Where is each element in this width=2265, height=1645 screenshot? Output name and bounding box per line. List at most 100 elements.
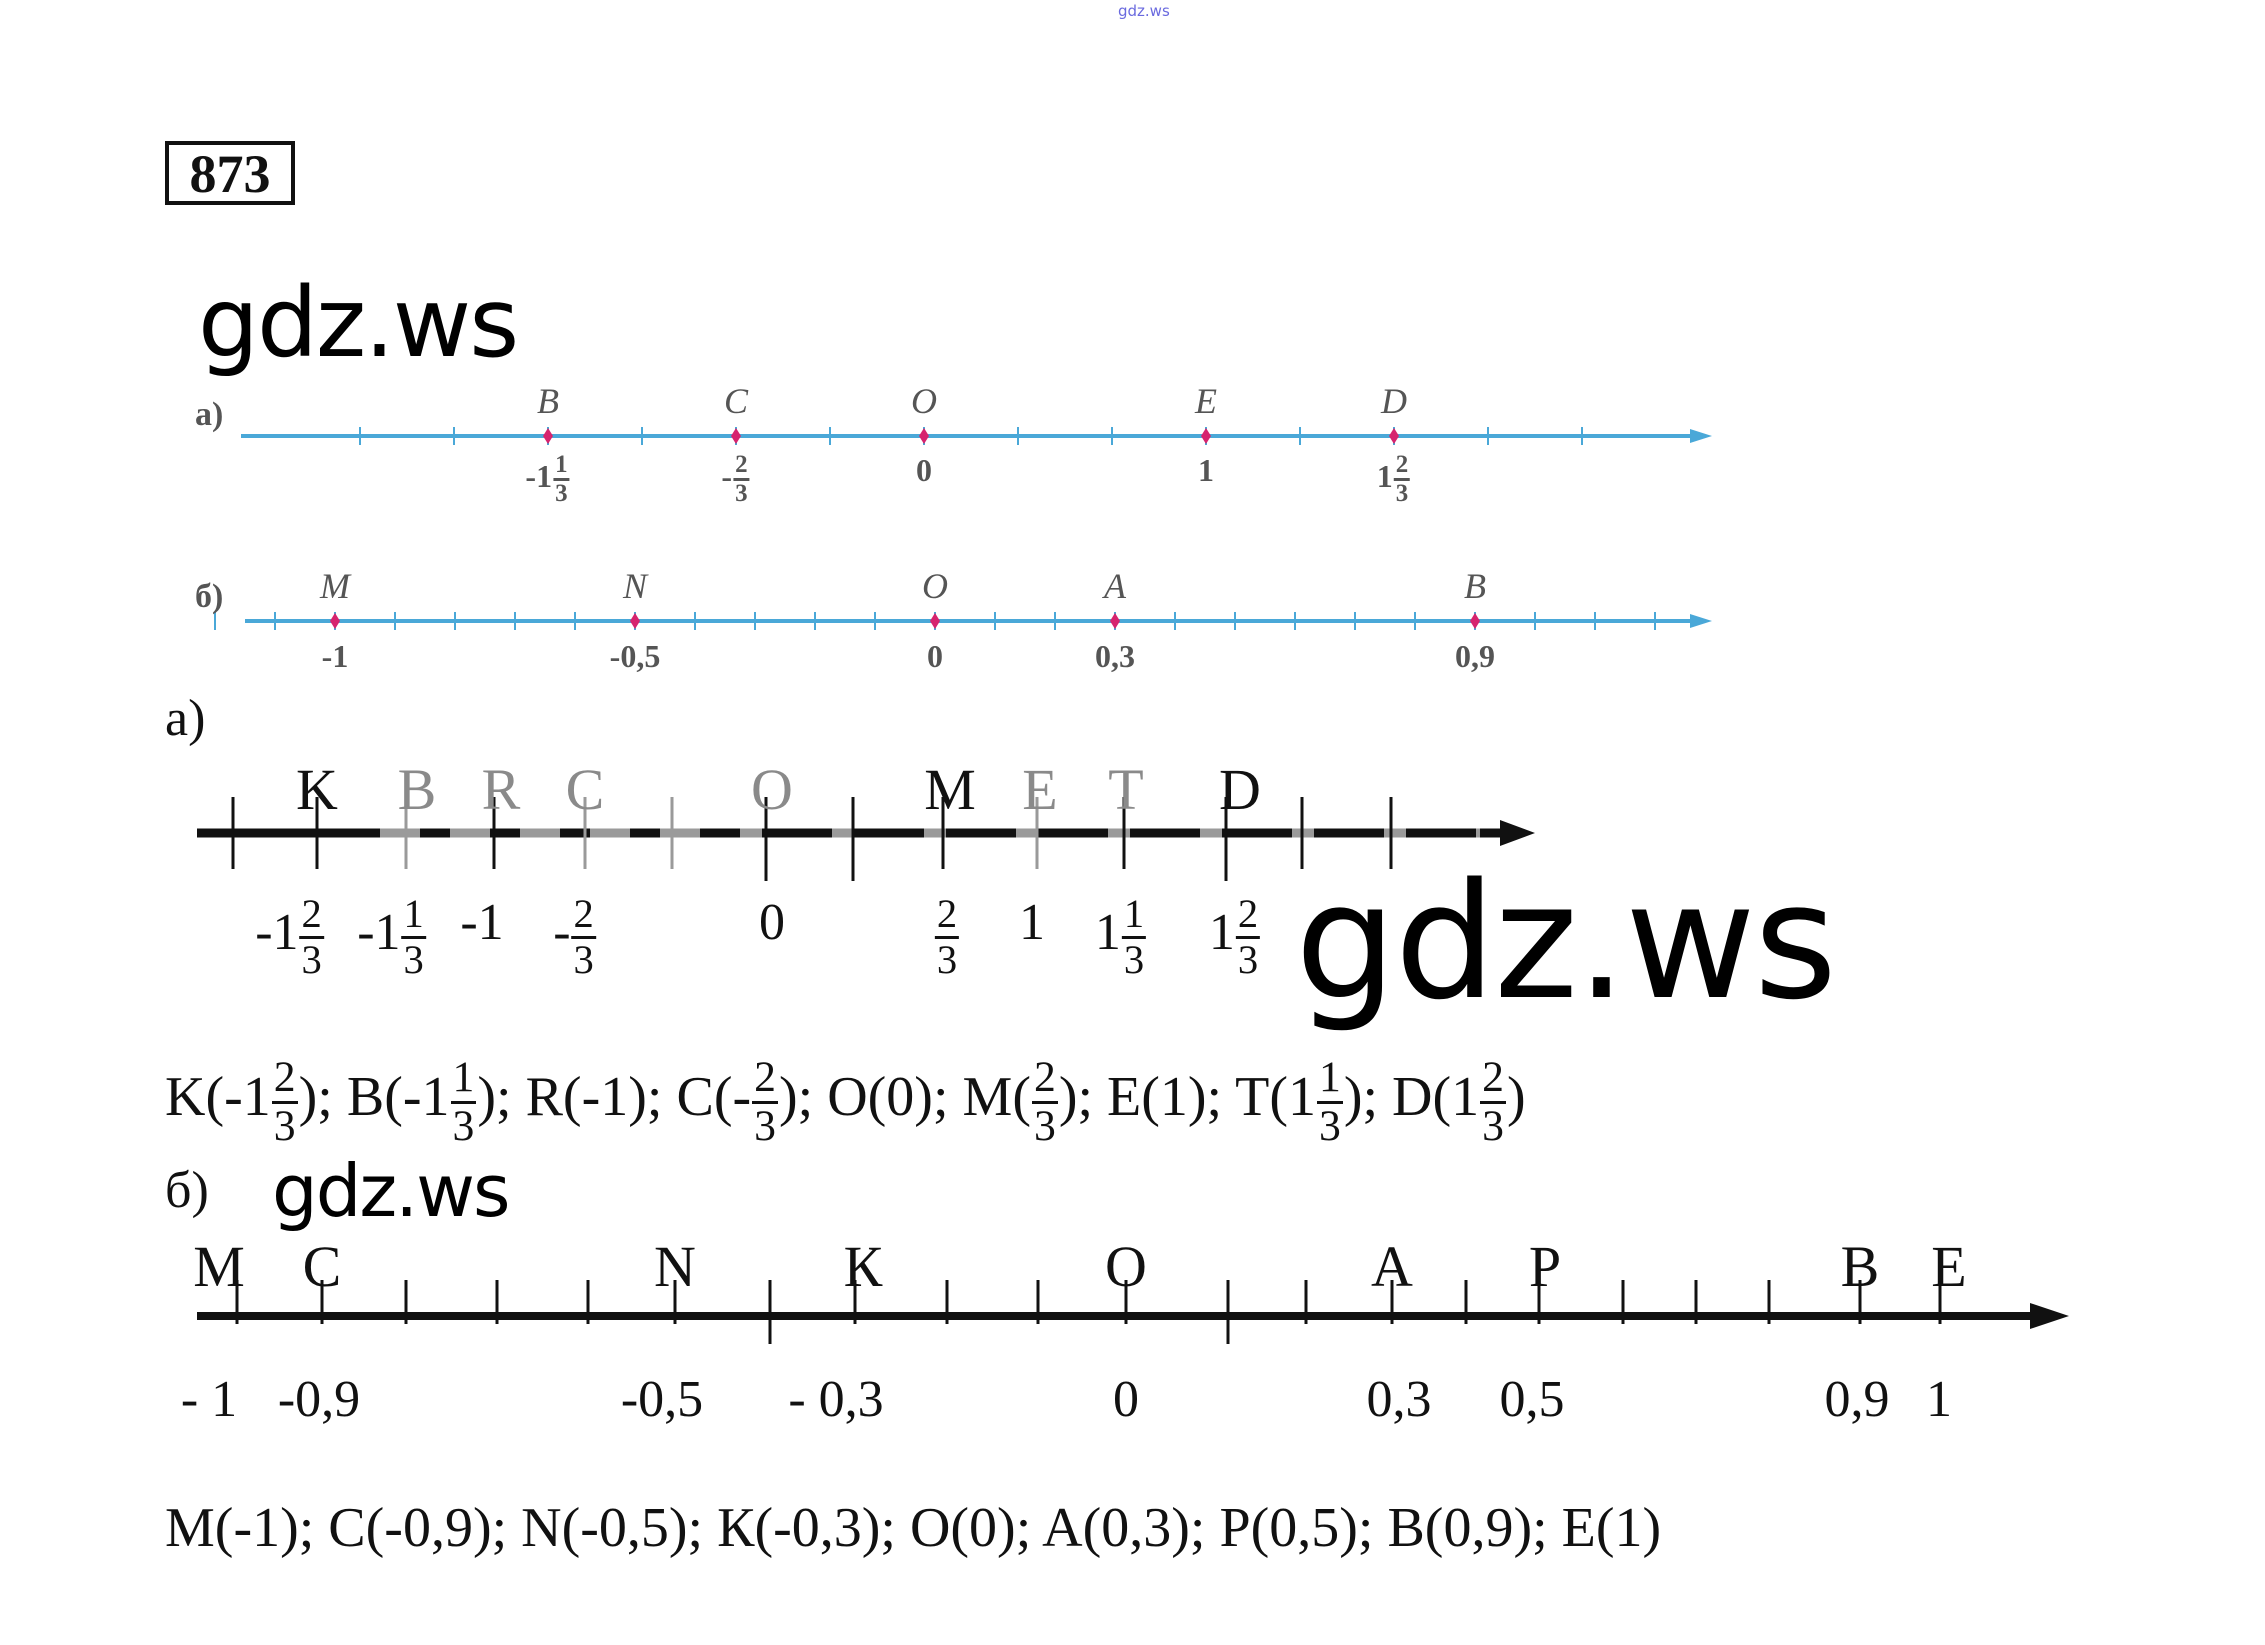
point-value: -0,9 <box>277 1371 361 1428</box>
point-letter: N <box>654 1234 696 1299</box>
point-letter: M <box>924 757 976 822</box>
denominator: 3 <box>936 936 958 982</box>
number-whole: 1 <box>1451 1066 1480 1129</box>
denominator: 3 <box>301 936 322 982</box>
point-letter: T <box>1108 757 1144 822</box>
denominator: 3 <box>573 936 594 982</box>
point-name: T <box>1235 1066 1270 1129</box>
part-b-label: б) <box>165 1162 209 1219</box>
answer-b: M(-1); C(-0,9); N(-0,5); К(-0,3); O(0); … <box>165 1497 1662 1559</box>
numerator: 2 <box>733 451 750 482</box>
number-whole: - <box>721 458 733 495</box>
point-letter: P <box>1528 1234 1562 1299</box>
point-letter: O <box>922 566 948 606</box>
denominator: 3 <box>1033 1101 1056 1150</box>
point-marker <box>630 613 640 629</box>
point-letter: E <box>1195 381 1217 421</box>
numerator: 2 <box>752 1054 778 1104</box>
numerator: 2 <box>271 1054 298 1104</box>
numerator: 2 <box>934 892 960 939</box>
numerator: 2 <box>1031 1054 1058 1104</box>
point-value: 1 <box>1198 452 1214 489</box>
number-whole: 1 <box>1208 904 1235 962</box>
number-whole: 1 <box>1376 458 1393 495</box>
point-value: 0,3 <box>1095 638 1135 675</box>
number-whole: -1 <box>460 894 504 951</box>
arrow-head <box>2030 1303 2069 1329</box>
point-value: 0 <box>759 893 785 952</box>
denominator: 3 <box>403 936 424 982</box>
number-whole: 1 <box>1159 1066 1188 1129</box>
numerator: 2 <box>1480 1054 1506 1104</box>
point-value: - 1 <box>180 1371 238 1428</box>
number-whole: 0,3 <box>1095 638 1135 674</box>
number-whole: 1 <box>1198 452 1214 488</box>
number-whole: 0 <box>886 1066 915 1129</box>
point-letter: B <box>1464 566 1486 606</box>
number-whole: -1 <box>581 1066 629 1129</box>
point-value: -1 1 3 <box>357 892 427 982</box>
point-name: B <box>346 1066 385 1129</box>
point-letter: N <box>622 566 648 606</box>
arrow-head <box>1500 820 1535 846</box>
number-whole: -1 <box>402 1066 450 1129</box>
numerator: 2 <box>571 892 596 939</box>
number-whole: 0,9 <box>1455 638 1495 674</box>
answer-item: E(1); <box>1107 1066 1236 1129</box>
denominator: 3 <box>1123 936 1145 982</box>
point-value: 0 <box>916 452 932 489</box>
number-whole: -1 <box>525 458 553 495</box>
point-letter: C <box>302 1234 342 1299</box>
answer-item: T(1 1 3); <box>1235 1053 1393 1150</box>
point-letter: C <box>565 757 605 822</box>
point-marker <box>1389 428 1399 444</box>
point-value: 0,3 <box>1366 1371 1432 1428</box>
point-letter: B <box>1840 1234 1880 1299</box>
point-name: M <box>962 1066 1013 1129</box>
answer-item: O(0); <box>827 1066 963 1129</box>
denominator: 3 <box>555 480 568 508</box>
number-whole: 0 <box>927 638 943 674</box>
point-letter: К <box>843 1234 883 1299</box>
part-a-label: а) <box>165 690 206 747</box>
point-value: -1 <box>460 893 503 952</box>
point-letter: M <box>193 1234 245 1299</box>
point-value: 0,9 <box>1455 638 1495 675</box>
number-whole: 1 <box>1287 1066 1316 1129</box>
point-letter: O <box>1105 1234 1147 1299</box>
point-marker <box>543 428 553 444</box>
point-value: 0 <box>1113 1371 1139 1428</box>
numerator: 1 <box>450 1054 477 1104</box>
point-name: C <box>676 1066 714 1129</box>
answer-item: R(-1); <box>525 1066 677 1129</box>
point-letter: B <box>537 381 559 421</box>
point-letter: M <box>320 566 350 606</box>
point-letter: B <box>397 757 437 822</box>
watermark-logo: gdz.ws <box>198 267 519 379</box>
denominator: 3 <box>1482 1101 1504 1150</box>
denominator: 3 <box>1318 1101 1341 1150</box>
point-letter: O <box>911 381 937 421</box>
point-value: 0 <box>927 638 943 675</box>
point-letter: E <box>1931 1234 1967 1299</box>
point-letter: A <box>1371 1234 1413 1299</box>
arrow-head <box>1690 429 1712 443</box>
point-name: E <box>1107 1066 1142 1129</box>
point-letter: R <box>481 757 521 822</box>
watermark-logo: gdz.ws <box>272 1149 510 1233</box>
numerator: 1 <box>401 892 426 939</box>
point-marker <box>1201 428 1211 444</box>
textbook-a-label: а) <box>195 396 224 433</box>
